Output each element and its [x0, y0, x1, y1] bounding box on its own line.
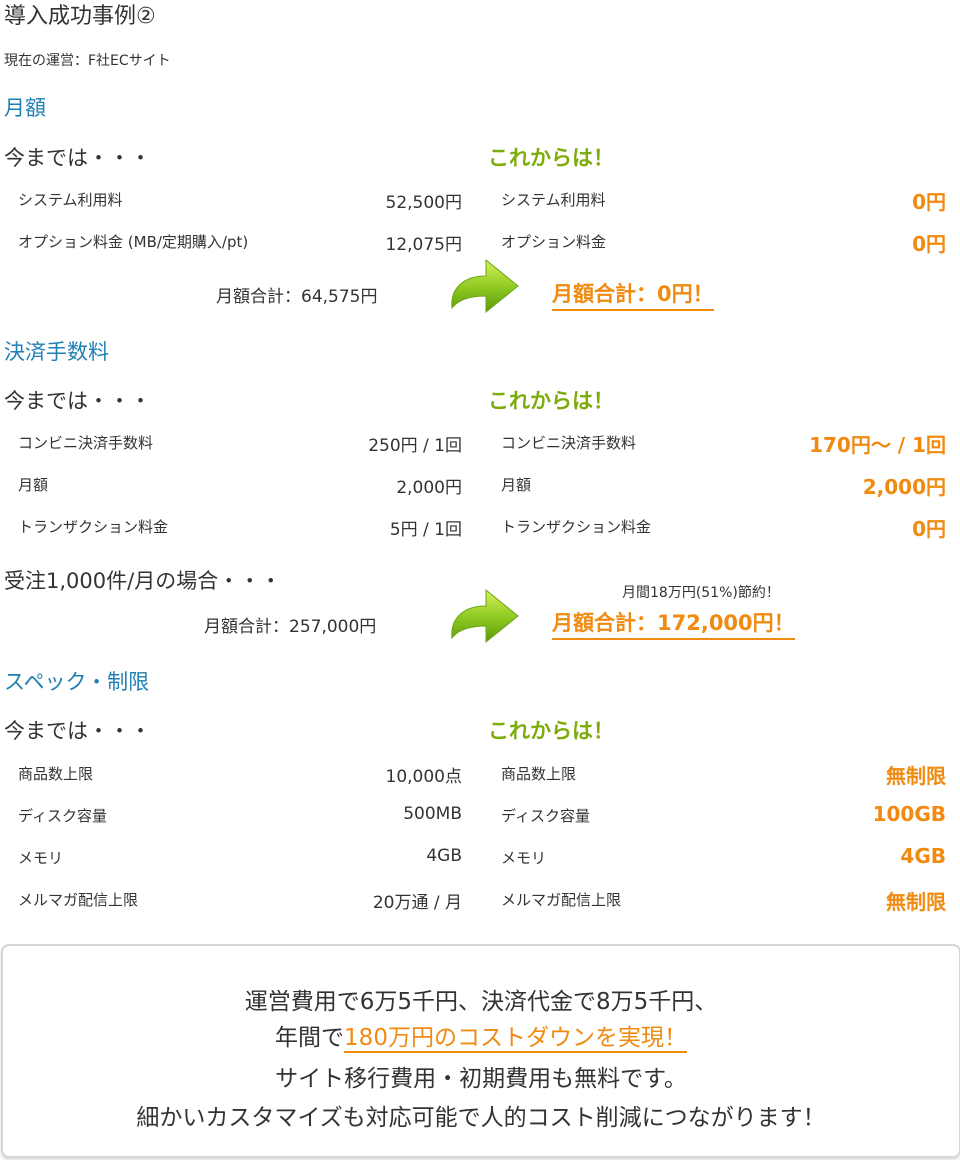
before-item-label: オプション料金 (MB/定期購入/pt) — [18, 233, 249, 251]
before-item-value: 5円 / 1回 — [389, 520, 462, 540]
before-item-value: 4GB — [426, 846, 462, 866]
after-item-label: メモリ — [501, 849, 547, 867]
savings-note: 月間18万円(51%)節約！ — [622, 585, 780, 601]
after-item-value: 無制限 — [886, 890, 946, 914]
section-heading-monthly: 月額 — [4, 96, 46, 120]
arrow-right-icon — [451, 588, 519, 644]
before-item-label: システム利用料 — [18, 191, 123, 209]
before-item-label: メモリ — [18, 849, 64, 867]
page-title: 導入成功事例② — [4, 4, 156, 29]
before-heading-fees: 今までは・・・ — [4, 389, 151, 413]
after-total-monthly: 月額合計：0円！ — [552, 278, 714, 311]
page-subtitle: 現在の運営：F社ECサイト — [4, 53, 171, 69]
before-item-value: 12,075円 — [385, 235, 462, 255]
before-item-value: 52,500円 — [385, 193, 462, 213]
summary-box: 運営費用で6万5千円、決済代金で8万5千円、 年間で180万円のコストダウンを実… — [1, 944, 960, 1158]
before-item-value: 20万通 / 月 — [372, 893, 462, 913]
section-heading-specs: スペック・制限 — [4, 670, 150, 694]
before-item-label: トランザクション料金 — [18, 518, 169, 536]
summary-line-2-prefix: 年間で — [275, 1025, 345, 1051]
section-heading-fees: 決済手数料 — [4, 340, 109, 364]
after-item-value: 100GB — [872, 802, 946, 826]
after-item-value: 4GB — [900, 844, 946, 868]
after-item-label: コンビニ決済手数料 — [501, 434, 637, 452]
after-item-value: 2,000円 — [862, 475, 946, 499]
after-heading-monthly: これからは！ — [488, 146, 614, 170]
after-item-value: 0円 — [912, 517, 946, 541]
before-item-label: 商品数上限 — [18, 765, 94, 783]
after-item-label: 商品数上限 — [501, 765, 577, 783]
after-item-value: 無制限 — [886, 764, 946, 788]
after-item-label: オプション料金 — [501, 233, 607, 251]
after-item-label: メルマガ配信上限 — [501, 891, 622, 909]
after-total-fees: 月額合計：172,000円！ — [552, 607, 795, 640]
before-item-label: 月額 — [18, 476, 49, 494]
arrow-right-icon — [451, 258, 519, 314]
after-item-value: 170円〜 / 1回 — [809, 433, 946, 457]
after-item-value: 0円 — [912, 232, 946, 256]
before-total-monthly: 月額合計：64,575円 — [216, 287, 378, 307]
after-item-label: ディスク容量 — [501, 807, 590, 825]
after-item-label: システム利用料 — [501, 191, 606, 209]
summary-line-3: サイト移行費用・初期費用も無料です。 — [275, 1066, 687, 1092]
after-item-label: トランザクション料金 — [501, 518, 652, 536]
before-heading-monthly: 今までは・・・ — [4, 146, 151, 170]
case-heading: 受注1,000件/月の場合・・・ — [4, 569, 282, 593]
before-item-value: 250円 / 1回 — [368, 436, 462, 456]
after-heading-specs: これからは！ — [488, 719, 614, 743]
before-item-value: 500MB — [403, 804, 462, 824]
after-item-label: 月額 — [501, 476, 532, 494]
before-item-value: 10,000点 — [385, 767, 462, 787]
summary-line-2: 年間で180万円のコストダウンを実現！ — [3, 1018, 959, 1053]
before-item-value: 2,000円 — [396, 478, 462, 498]
before-heading-specs: 今までは・・・ — [4, 719, 151, 743]
before-item-label: コンビニ決済手数料 — [18, 434, 154, 452]
before-item-label: メルマガ配信上限 — [18, 891, 139, 909]
before-item-label: ディスク容量 — [18, 807, 107, 825]
after-heading-fees: これからは！ — [488, 389, 614, 413]
summary-line-4: 細かいカスタマイズも対応可能で人的コスト削減につながります！ — [136, 1105, 826, 1131]
summary-line-1: 運営費用で6万5千円、決済代金で8万5千円、 — [244, 989, 718, 1015]
after-item-value: 0円 — [912, 190, 946, 214]
before-total-fees: 月額合計：257,000円 — [204, 617, 377, 637]
summary-highlight: 180万円のコストダウンを実現！ — [344, 1025, 687, 1053]
